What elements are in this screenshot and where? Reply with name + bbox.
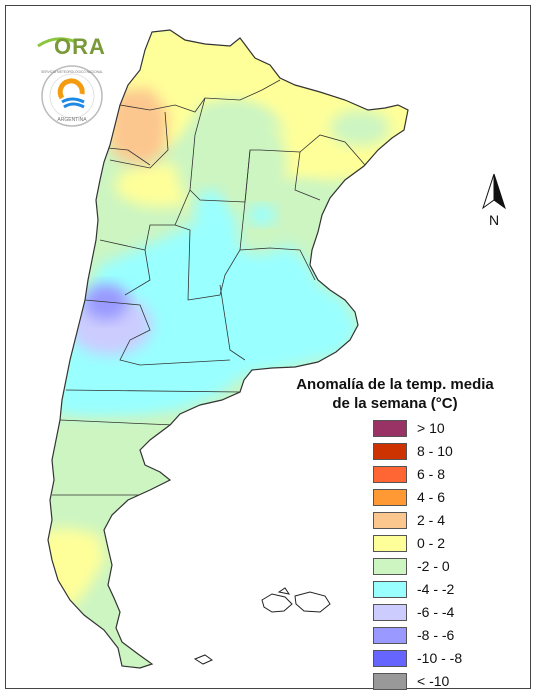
legend-item: 4 - 6 [373,487,493,507]
legend-swatch [373,511,407,529]
legend-item: -8 - -6 [373,625,493,645]
zone-2-4-northwest [108,88,168,165]
legend-item: -10 - -8 [373,648,493,668]
smn-logo-ring-text: SERVICIO METEOROLÓGICO NACIONAL [41,69,103,74]
legend-label: 6 - 8 [417,466,446,482]
legend-label: -2 - 0 [417,558,450,574]
legend-item: > 10 [373,418,493,438]
legend-label: 8 - 10 [417,443,453,459]
legend-swatch [373,580,407,598]
legend-item: 6 - 8 [373,464,493,484]
smn-logo-bottom-text: ARGENTINA [57,117,87,123]
legend-item: 2 - 4 [373,510,493,530]
legend-item: < -10 [373,671,493,691]
zone-neg4-neg2-center [55,200,360,420]
legend-swatch [373,419,407,437]
legend-title-line1: Anomalía de la temp. media [296,376,494,393]
legend-swatch [373,672,407,690]
legend: > 10 8 - 10 6 - 8 4 - 6 2 - 4 0 - 2 -2 -… [373,418,493,694]
isla-de-los-estados [193,654,214,665]
legend-swatch [373,557,407,575]
legend-swatch [373,603,407,621]
zone-neg2-0-misiones [330,110,390,146]
ora-logo: ORA [37,34,106,59]
legend-label: 4 - 6 [417,489,446,505]
legend-item: 8 - 10 [373,441,493,461]
legend-item: -6 - -4 [373,602,493,622]
north-arrow-left-icon [482,173,495,210]
legend-label: < -10 [417,673,450,689]
legend-swatch [373,465,407,483]
ora-logo-text: ORA [54,34,106,59]
legend-swatch [373,626,407,644]
legend-item: 0 - 2 [373,533,493,553]
legend-swatch [373,534,407,552]
smn-logo: ARGENTINA SERVICIO METEOROLÓGICO NACIONA… [41,65,103,127]
north-label: N [489,212,499,228]
legend-swatch [373,442,407,460]
legend-label: -4 - -2 [417,581,455,597]
legend-item: -4 - -2 [373,579,493,599]
legend-title: Anomalía de la temp. media de la semana … [290,375,500,413]
legend-label: > 10 [417,420,445,436]
malvinas-islands [261,587,331,613]
legend-label: -6 - -4 [417,604,455,620]
zone-neg4-neg2-chaco [196,190,224,230]
north-arrow: N [482,173,506,228]
legend-label: 0 - 2 [417,535,446,551]
province-boundaries [52,79,366,641]
legend-item: -2 - 0 [373,556,493,576]
legend-label: -10 - -8 [417,650,463,666]
legend-label: 2 - 4 [417,512,446,528]
legend-swatch [373,649,407,667]
legend-swatch [373,488,407,506]
legend-title-line2: de la semana (°C) [332,395,458,412]
north-arrow-right-icon [493,173,506,210]
legend-label: -8 - -6 [417,627,455,643]
zone-neg4-neg2-spot [248,205,276,225]
